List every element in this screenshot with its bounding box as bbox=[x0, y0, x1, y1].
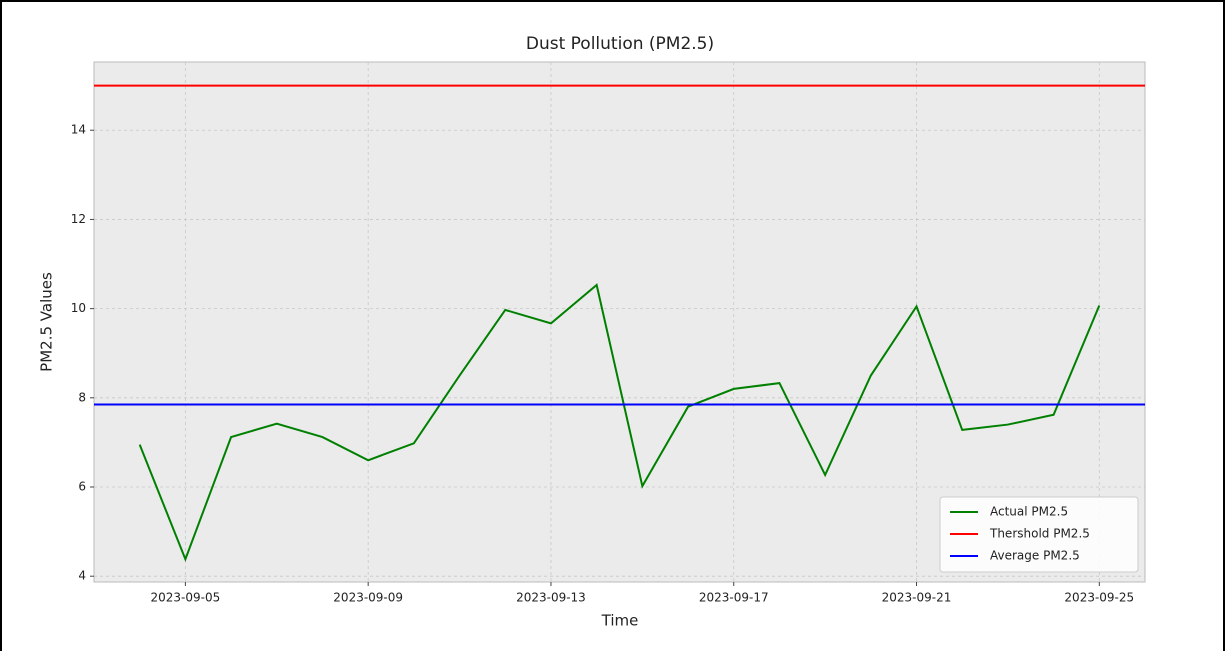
plot-area bbox=[93, 61, 1146, 583]
x-tick-label: 2023-09-17 bbox=[699, 591, 769, 605]
legend-label: Thershold PM2.5 bbox=[989, 527, 1090, 541]
x-tick-label: 2023-09-13 bbox=[516, 591, 586, 605]
data-line bbox=[138, 283, 1101, 563]
y-axis-label: PM2.5 Values bbox=[38, 272, 56, 372]
y-tick-label: 12 bbox=[71, 212, 86, 226]
x-tick-label: 2023-09-21 bbox=[882, 591, 952, 605]
legend-label: Average PM2.5 bbox=[990, 549, 1080, 563]
legend-label: Actual PM2.5 bbox=[990, 505, 1068, 519]
legend-box bbox=[939, 496, 1139, 573]
x-tick-label: 2023-09-09 bbox=[333, 591, 403, 605]
y-tick-label: 6 bbox=[78, 480, 86, 494]
x-axis-label: Time bbox=[601, 612, 639, 630]
x-tick-label: 2023-09-05 bbox=[151, 591, 221, 605]
y-tick-label: 10 bbox=[71, 301, 86, 315]
y-tick-label: 14 bbox=[71, 123, 86, 137]
chart-title: Dust Pollution (PM2.5) bbox=[526, 34, 714, 54]
y-tick-label: 8 bbox=[78, 390, 86, 404]
y-tick-label: 4 bbox=[78, 569, 86, 583]
x-tick-label: 2023-09-25 bbox=[1064, 591, 1134, 605]
